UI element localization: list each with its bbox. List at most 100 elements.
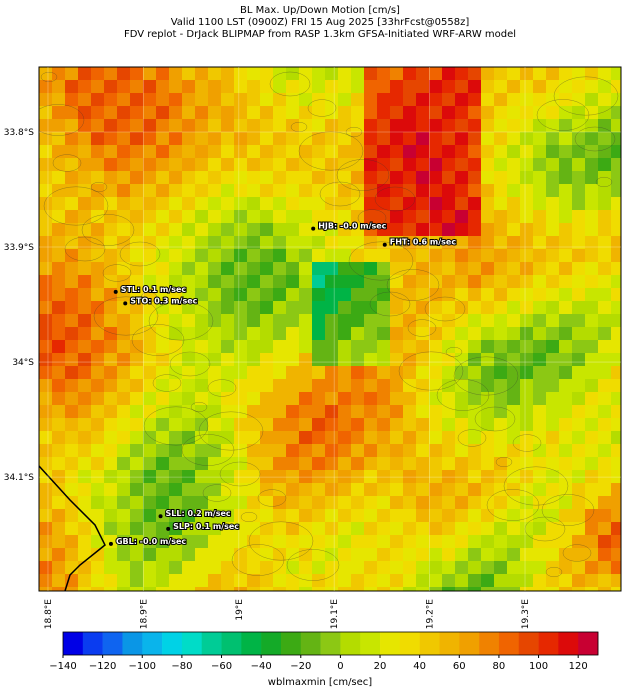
field-cell (247, 132, 260, 145)
field-cell (572, 249, 585, 262)
field-cell (273, 431, 286, 444)
field-cell (104, 158, 117, 171)
field-cell (299, 561, 312, 574)
field-cell (325, 145, 338, 158)
field-cell (572, 223, 585, 236)
field-cell (39, 457, 52, 470)
field-cell (455, 522, 468, 535)
field-cell (91, 132, 104, 145)
field-cell (286, 197, 299, 210)
station-marker (123, 301, 128, 306)
field-cell (195, 93, 208, 106)
field-cell (377, 67, 390, 80)
field-cell (585, 522, 598, 535)
field-cell (455, 574, 468, 587)
field-cell (130, 288, 143, 301)
field-cell (169, 301, 182, 314)
field-cell (390, 249, 403, 262)
field-cell (182, 236, 195, 249)
field-cell (91, 249, 104, 262)
field-cell (559, 145, 572, 158)
field-cell (481, 327, 494, 340)
field-cell (390, 197, 403, 210)
field-cell (156, 314, 169, 327)
contour (457, 429, 487, 447)
field-cell (572, 275, 585, 288)
field-cell (364, 171, 377, 184)
colorbar-swatch (518, 632, 539, 655)
field-cell (559, 301, 572, 314)
contour (248, 521, 314, 561)
field-cell (195, 314, 208, 327)
contour (119, 241, 161, 267)
field-cell (156, 171, 169, 184)
field-cell (416, 405, 429, 418)
field-cell (39, 392, 52, 405)
field-cell (403, 366, 416, 379)
field-cell (117, 379, 130, 392)
field-cell (221, 262, 234, 275)
field-cell (312, 574, 325, 587)
field-cell (117, 366, 130, 379)
field-cell (403, 288, 416, 301)
field-cell (338, 80, 351, 93)
field-cell (208, 106, 221, 119)
field-cell (195, 158, 208, 171)
field-cell (299, 132, 312, 145)
field-cell (338, 301, 351, 314)
field-cell (468, 249, 481, 262)
field-cell (299, 301, 312, 314)
field-cell (143, 236, 156, 249)
field-cell (481, 67, 494, 80)
field-cell (403, 171, 416, 184)
field-cell (416, 509, 429, 522)
field-cell (338, 106, 351, 119)
field-cell (429, 548, 442, 561)
field-cell (546, 522, 559, 535)
field-cell (559, 184, 572, 197)
field-cell (143, 353, 156, 366)
field-cell (247, 457, 260, 470)
field-cell (325, 327, 338, 340)
field-cell (403, 340, 416, 353)
field-cell (117, 314, 130, 327)
field-cell (143, 392, 156, 405)
contour (202, 484, 232, 502)
field-cell (481, 93, 494, 106)
field-cell (559, 119, 572, 132)
contour (336, 159, 390, 191)
field-cell (533, 392, 546, 405)
field-cell (143, 171, 156, 184)
field-cell (572, 197, 585, 210)
field-cell (65, 262, 78, 275)
field-cell (533, 301, 546, 314)
field-cell (442, 444, 455, 457)
contour (398, 351, 464, 391)
field-cell (468, 496, 481, 509)
field-cell (247, 535, 260, 548)
contour (269, 71, 311, 97)
field-cell (156, 431, 169, 444)
field-cell (494, 587, 507, 591)
colorbar-swatch (102, 632, 123, 655)
field-cell (143, 509, 156, 522)
field-cell (416, 262, 429, 275)
field-cell (546, 574, 559, 587)
field-cell (559, 353, 572, 366)
field-cell (468, 145, 481, 158)
field-cell (104, 106, 117, 119)
field-cell (507, 535, 520, 548)
contour (486, 489, 540, 521)
field-cell (299, 574, 312, 587)
field-cell (481, 340, 494, 353)
field-cell (416, 457, 429, 470)
field-cell (104, 132, 117, 145)
field-cell (39, 132, 52, 145)
colorbar-tick-label: 40 (413, 661, 426, 672)
field-cell (260, 418, 273, 431)
field-cell (52, 93, 65, 106)
field-cell (429, 535, 442, 548)
field-cell (234, 236, 247, 249)
field-cell (273, 548, 286, 561)
field-cell (403, 132, 416, 145)
